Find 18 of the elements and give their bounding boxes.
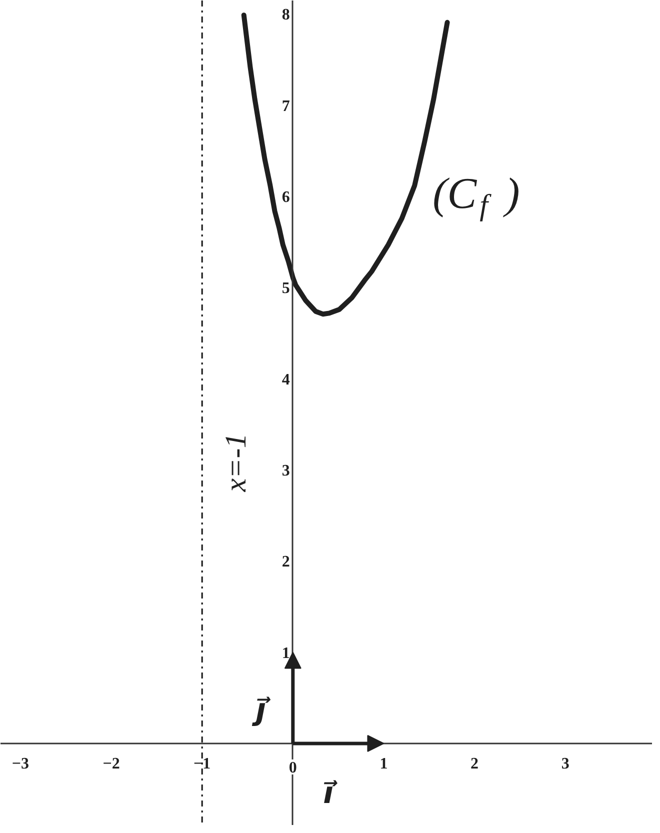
annotation: j⃗ — [252, 692, 272, 728]
x-tick-label: 2 — [470, 755, 479, 772]
y-tick-label: 8 — [282, 6, 290, 24]
x-tick-label: −3 — [12, 755, 30, 772]
x-tick-label: −1 — [194, 755, 211, 772]
y-tick-label: 6 — [282, 188, 290, 206]
ref-line-label: x=-1 — [220, 433, 253, 493]
x-tick-label: 1 — [380, 755, 388, 772]
y-tick-label: 1 — [282, 644, 290, 662]
x-tick-label: 0 — [288, 759, 297, 776]
y-tick-label: 3 — [282, 462, 290, 480]
y-tick-label: 7 — [282, 98, 290, 115]
y-tick-label: 2 — [282, 554, 290, 571]
y-tick-label: 5 — [282, 280, 290, 298]
x-tick-label: −2 — [102, 755, 120, 772]
y-tick-label: 4 — [282, 371, 290, 388]
x-tick-label: 3 — [561, 755, 570, 772]
annotation: i⃗ — [323, 776, 338, 811]
